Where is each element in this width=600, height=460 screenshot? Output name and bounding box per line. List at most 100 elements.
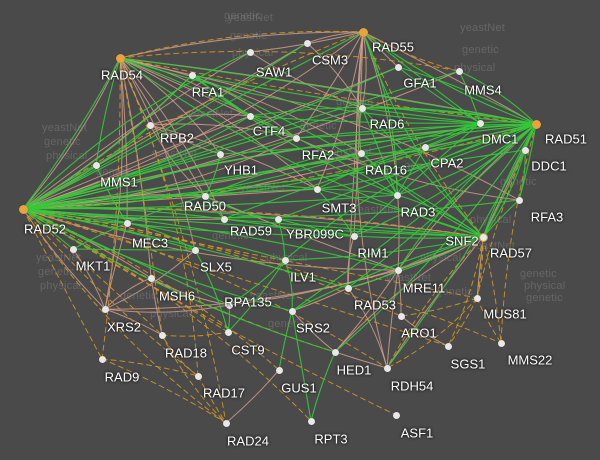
graph-node-sgs1[interactable] — [444, 342, 452, 350]
graph-node-rad50[interactable] — [201, 192, 209, 200]
edge-genetic — [284, 259, 293, 312]
graph-node-rad18[interactable] — [158, 331, 166, 339]
graph-node-ctf4[interactable] — [246, 112, 254, 120]
graph-node-rad9[interactable] — [98, 355, 106, 363]
node-label-rad54: RAD54 — [101, 67, 143, 83]
graph-node-asf1[interactable] — [392, 411, 400, 419]
graph-node-rad53[interactable] — [344, 284, 352, 292]
node-label-smt3: SMT3 — [321, 200, 357, 216]
edge-genetic — [119, 57, 398, 196]
graph-node-mkt1[interactable] — [69, 245, 77, 253]
graph-node-rad24[interactable] — [222, 419, 230, 427]
graph-node-ybr099c[interactable] — [274, 215, 282, 223]
node-label-rfa3: RFA3 — [530, 209, 564, 225]
graph-node-mms4[interactable] — [455, 67, 463, 75]
edge-physical — [22, 57, 121, 210]
edge-genetic — [22, 51, 251, 210]
graph-node-dmc1[interactable] — [476, 119, 484, 127]
graph-node-rad51[interactable] — [531, 119, 541, 129]
graph-node-rpb2[interactable] — [146, 121, 154, 129]
graph-node-xrs2[interactable] — [101, 305, 109, 313]
node-label-snf2: SNF2 — [445, 233, 479, 249]
graph-node-csm3[interactable] — [303, 39, 311, 47]
graph-node-rad6[interactable] — [358, 104, 366, 112]
edge-physical — [400, 315, 449, 347]
edge-genetic — [22, 208, 399, 271]
node-label-xrs2: XRS2 — [107, 319, 141, 335]
graph-node-yhb1[interactable] — [216, 150, 224, 158]
edge-physical — [306, 42, 363, 109]
graph-node-rim1[interactable] — [350, 232, 358, 240]
edge-physical — [397, 269, 402, 317]
graph-node-rad16[interactable] — [357, 149, 365, 157]
graph-node-hed1[interactable] — [331, 348, 339, 356]
graph-node-mec3[interactable] — [123, 219, 131, 227]
edge-physical — [119, 57, 196, 251]
edge-genetic — [482, 149, 526, 238]
edge-genetic — [291, 236, 484, 312]
node-label-saw1: SAW1 — [255, 64, 293, 80]
node-label-rad53: RAD53 — [354, 297, 396, 313]
node-label-gus1: GUS1 — [281, 380, 317, 396]
node-label-rad50: RAD50 — [184, 198, 226, 214]
graph-node-rad55[interactable] — [358, 27, 368, 37]
graph-node-gus1[interactable] — [275, 366, 283, 374]
graph-node-rdh54[interactable] — [383, 364, 391, 372]
graph-node-mre11[interactable] — [394, 266, 402, 274]
node-label-rad18: RAD18 — [165, 345, 207, 361]
edge-genetic — [22, 208, 355, 237]
graph-node-mms1[interactable] — [92, 161, 100, 169]
edge-genetic — [191, 74, 484, 238]
edge-physical — [316, 31, 364, 190]
edge-physical — [22, 66, 399, 210]
edge-physical — [149, 113, 251, 126]
graph-node-ilv1[interactable] — [281, 256, 289, 264]
graph-node-rad57[interactable] — [479, 233, 487, 241]
graph-node-smt3[interactable] — [313, 185, 321, 193]
graph-node-cpa2[interactable] — [421, 143, 429, 151]
node-label-gfa1: GFA1 — [403, 75, 437, 91]
graph-node-cst9[interactable] — [224, 328, 232, 336]
node-label-rad55: RAD55 — [372, 39, 414, 55]
graph-node-rfa1[interactable] — [188, 71, 196, 79]
graph-node-srs2[interactable] — [288, 307, 296, 315]
graph-node-saw1[interactable] — [246, 48, 254, 56]
edge-genetic — [458, 70, 537, 125]
node-label-hed1: HED1 — [336, 362, 372, 378]
node-label-dmc1: DMC1 — [481, 131, 519, 147]
edge-physical — [386, 269, 399, 369]
graph-node-ddc1[interactable] — [521, 146, 529, 154]
node-label-rfa1: RFA1 — [191, 84, 225, 100]
graph-node-mms22[interactable] — [497, 339, 505, 347]
graph-node-rad3[interactable] — [393, 191, 401, 199]
node-label-cpa2: CPA2 — [430, 155, 464, 171]
graph-node-rad59[interactable] — [220, 215, 228, 223]
graph-node-rad54[interactable] — [115, 53, 125, 63]
edge-genetic — [424, 122, 481, 148]
edge-yeastnet — [101, 57, 121, 360]
edge-yeastnet — [101, 358, 199, 377]
graph-node-rfa3[interactable] — [515, 196, 523, 204]
edge-genetic — [277, 218, 355, 237]
graph-node-rad52[interactable] — [18, 204, 28, 214]
graph-node-mus81[interactable] — [473, 294, 481, 302]
graph-node-rpt3[interactable] — [307, 417, 315, 425]
graph-node-rfa2[interactable] — [292, 134, 300, 142]
edge-genetic — [249, 115, 481, 124]
edge-yeastnet — [22, 208, 312, 422]
graph-node-aro1[interactable] — [397, 312, 405, 320]
edge-physical — [22, 115, 251, 210]
edge-genetic — [191, 74, 537, 125]
edge-physical — [306, 31, 364, 44]
graph-node-rpa135[interactable] — [225, 301, 233, 309]
graph-node-slx5[interactable] — [191, 246, 199, 254]
edge-genetic — [482, 123, 537, 238]
graph-node-rad17[interactable] — [194, 372, 202, 380]
graph-node-msh6[interactable] — [147, 274, 155, 282]
graph-node-gfa1[interactable] — [394, 63, 402, 71]
edge-physical — [119, 31, 364, 59]
edge-physical — [149, 124, 318, 190]
node-label-aro1: ARO1 — [401, 325, 437, 341]
